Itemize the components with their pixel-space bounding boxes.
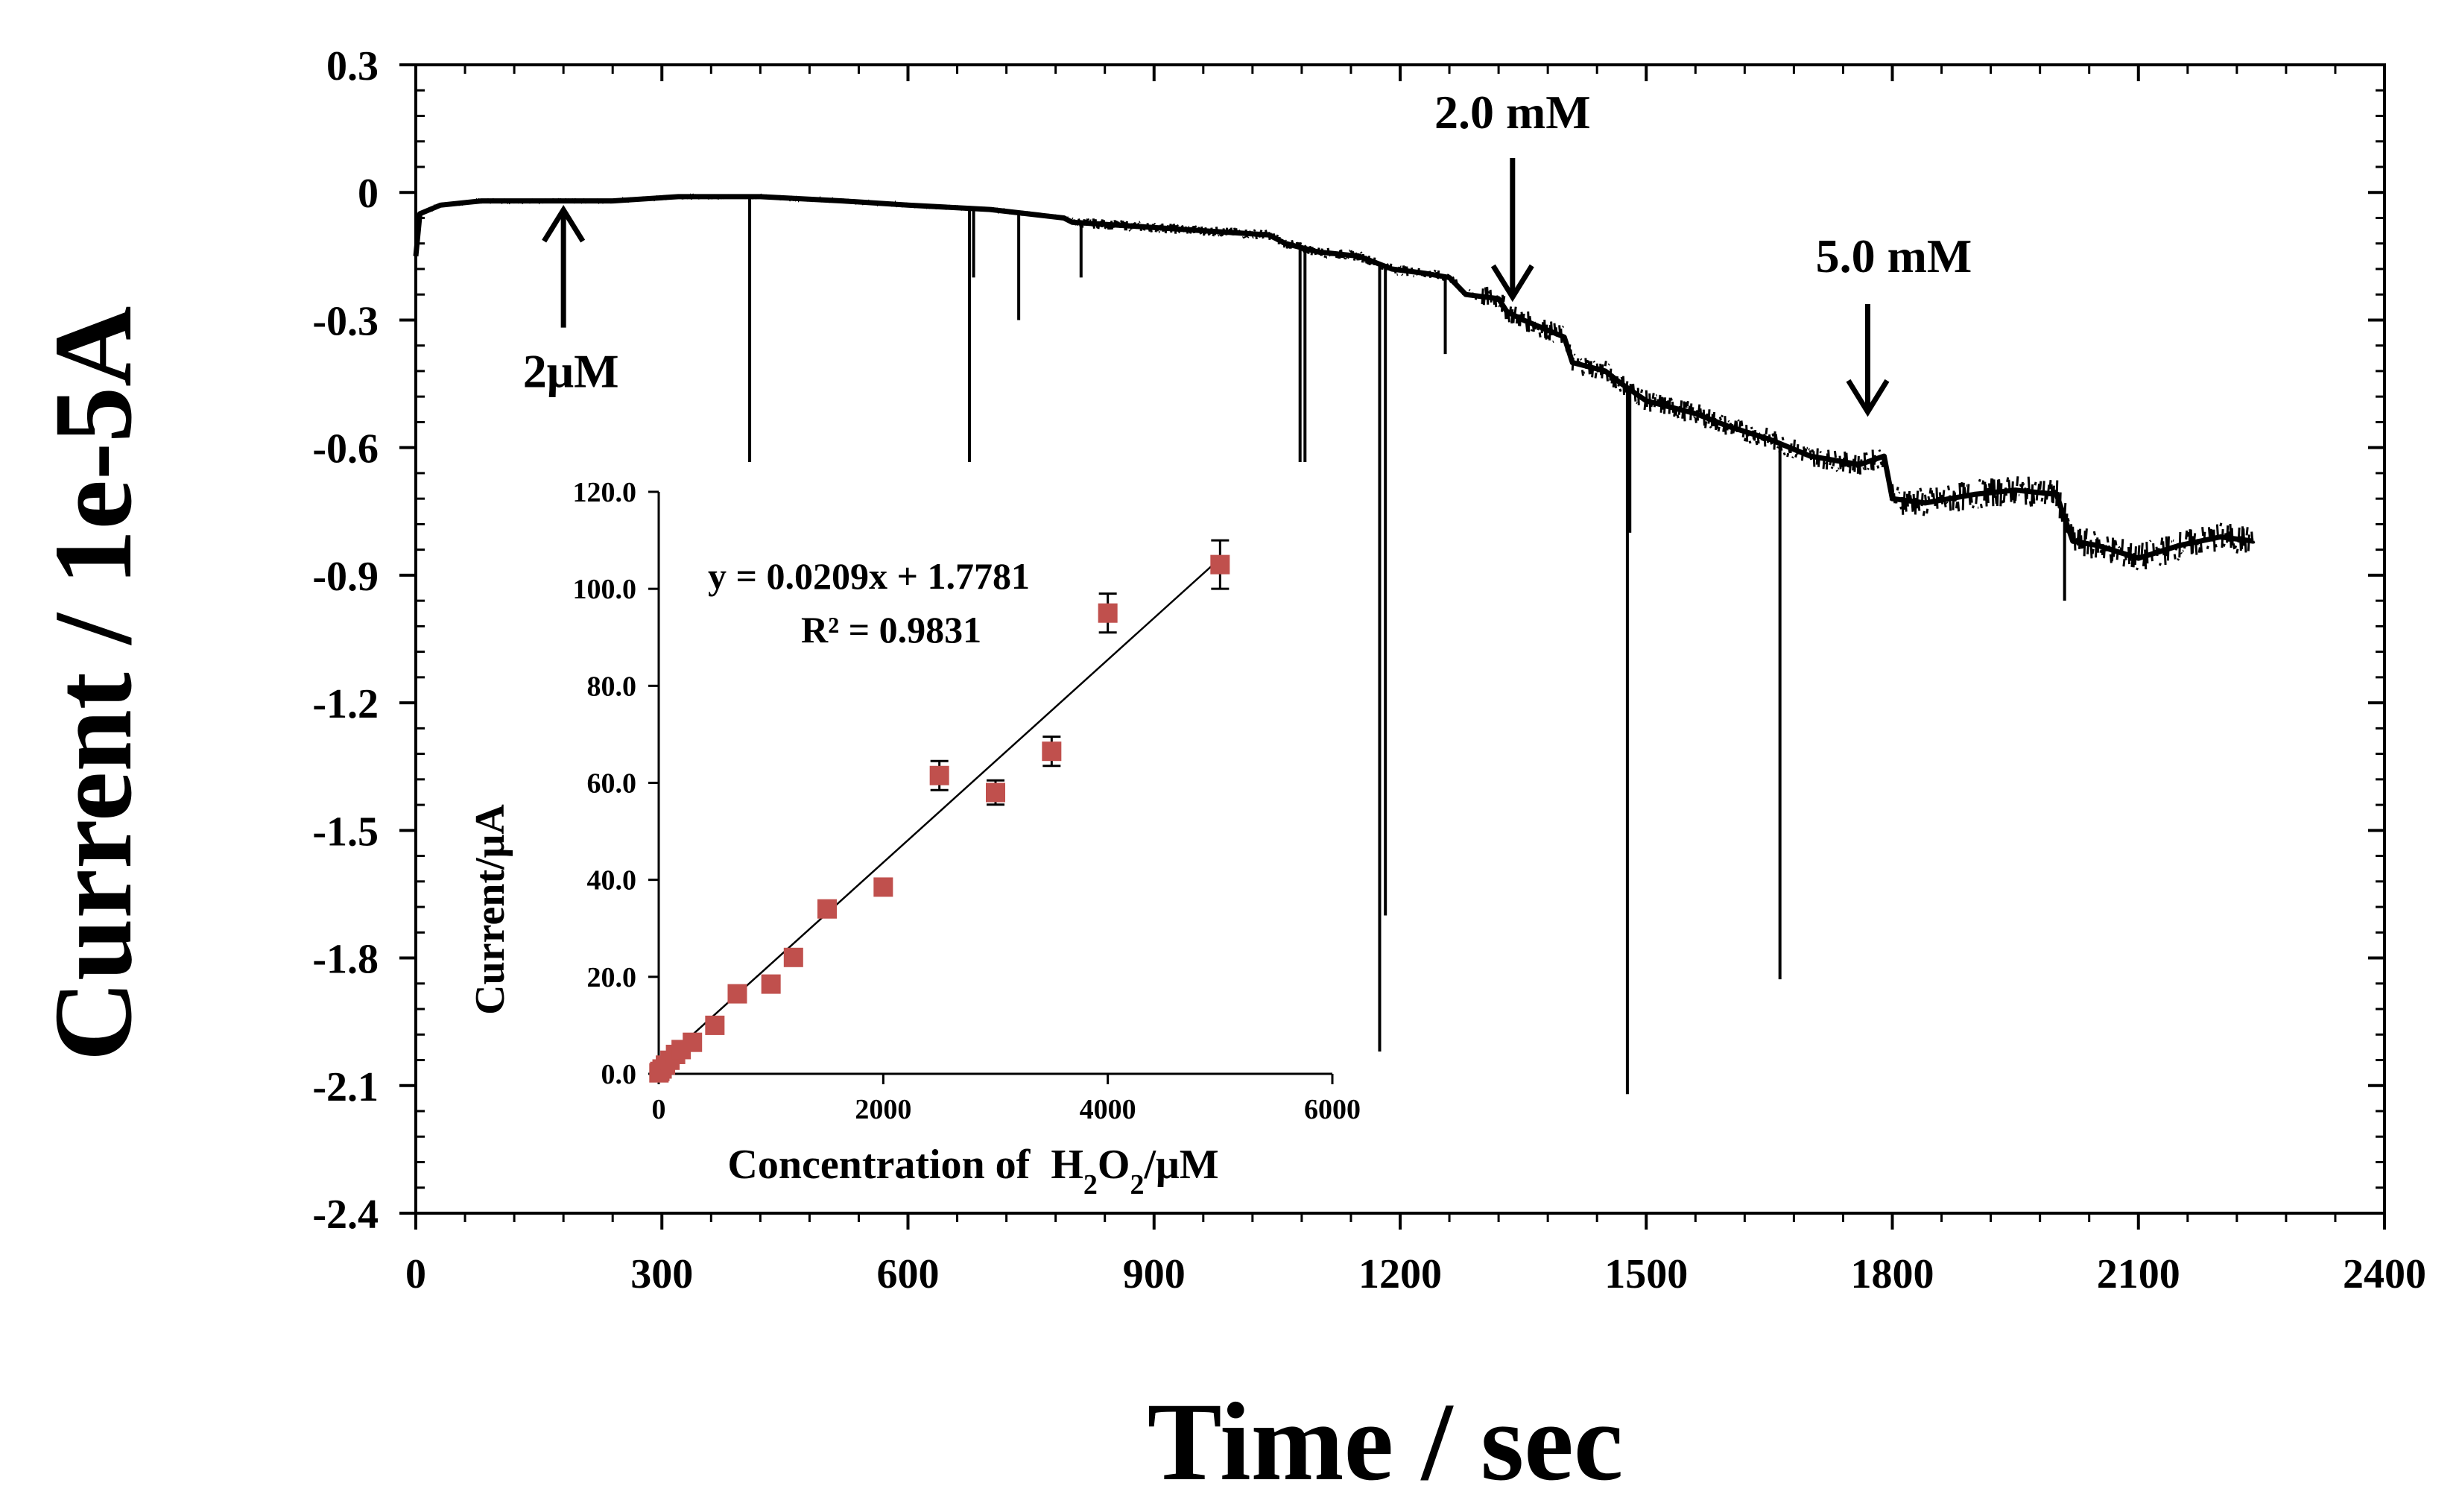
current-trace-noise xyxy=(415,193,2256,571)
inset-y-tick-label: 60.0 xyxy=(587,768,637,800)
arrow-5mm-head xyxy=(1846,379,1890,417)
x-tick-label: 1800 xyxy=(1851,1251,1934,1297)
inset-data-points xyxy=(649,554,1230,1083)
inset-x-tick-label: 0 xyxy=(652,1094,666,1125)
inset-y-tick-label: 40.0 xyxy=(587,865,637,896)
current-spikes xyxy=(748,196,2068,1095)
x-tick-label: 900 xyxy=(1123,1251,1186,1297)
inset-x-axis-title: Concentration of H2O2/μM xyxy=(727,1142,1218,1201)
inset-data-point xyxy=(986,782,1005,803)
x-tick-label: 600 xyxy=(877,1251,940,1297)
subscript: 2 xyxy=(1083,1169,1098,1201)
x-tick-label: 300 xyxy=(630,1251,693,1297)
inset-data-point xyxy=(705,1015,725,1035)
y-tick-label: -0.6 xyxy=(312,426,379,472)
inset-data-point xyxy=(1098,603,1118,623)
y-tick-label: -2.1 xyxy=(312,1064,379,1110)
injection-annotations: 2μM 2.0 mM 5.0 mM xyxy=(523,86,1972,417)
arrow-2mm-head xyxy=(1490,264,1534,303)
inset-data-point xyxy=(783,947,803,967)
y-tick-label: -0.9 xyxy=(312,554,379,600)
inset-trendline xyxy=(658,557,1221,1066)
label-text: /μM xyxy=(1143,1142,1218,1188)
inset-y-axis-title: Current/μA xyxy=(467,804,513,1015)
main-axis-ticks xyxy=(399,63,2386,1230)
inset-data-point xyxy=(1042,741,1062,762)
inset-y-tick-label: 0.0 xyxy=(601,1059,637,1090)
label-text: Concentration of xyxy=(727,1142,1051,1188)
formula-letter: H xyxy=(1051,1142,1083,1188)
arrow-2um-head xyxy=(542,204,586,243)
inset-data-point xyxy=(1210,554,1230,575)
annotation-2mm-label: 2.0 mM xyxy=(1434,86,1591,139)
inset-data-point xyxy=(761,974,781,994)
x-tick-label: 2400 xyxy=(2343,1251,2426,1297)
y-tick-label: -0.3 xyxy=(312,298,379,344)
annotation-2um-label: 2μM xyxy=(523,345,619,398)
y-tick-label: -2.4 xyxy=(312,1192,379,1238)
y-tick-label: -1.8 xyxy=(312,937,379,983)
inset-data-point xyxy=(929,765,949,785)
x-tick-label: 0 xyxy=(405,1251,426,1297)
y-tick-label: 0 xyxy=(358,171,379,217)
main-x-axis-title: Time / sec xyxy=(1148,1380,1624,1504)
inset-data-point xyxy=(873,877,893,897)
inset-data-point xyxy=(817,899,837,919)
subscript: 2 xyxy=(1130,1169,1144,1201)
inset-x-tick-label: 4000 xyxy=(1080,1094,1136,1125)
inset-background xyxy=(487,462,1377,1178)
inset-r-squared: R² = 0.9831 xyxy=(801,609,981,651)
trace-noise-path xyxy=(415,193,2256,571)
inset-axes xyxy=(648,490,1334,1084)
inset-tick-labels: 0.0 20.0 40.0 60.0 80.0 100.0 120.0 0 2000 4000 60… xyxy=(573,477,1361,1125)
y-tick-label: -1.5 xyxy=(312,809,379,855)
inset-data-point xyxy=(727,984,747,1004)
inset-y-tick-label: 120.0 xyxy=(573,477,637,508)
annotation-5mm-label: 5.0 mM xyxy=(1816,230,1972,282)
inset-y-tick-label: 80.0 xyxy=(587,671,637,702)
y-tick-label: 0.3 xyxy=(326,43,379,89)
main-tick-labels: 0 300 600 900 1200 1500 1800 2100 2400 0.3 0 -0.3 -0… xyxy=(312,43,2426,1297)
inset-y-tick-label: 20.0 xyxy=(587,962,637,993)
formula-letter: O xyxy=(1098,1142,1130,1188)
x-tick-label: 1500 xyxy=(1604,1251,1688,1297)
y-tick-label: -1.2 xyxy=(312,681,379,727)
main-y-axis-title: Current / 1e-5A xyxy=(31,306,155,1062)
inset-x-tick-label: 6000 xyxy=(1304,1094,1361,1125)
inset-fit-equation: y = 0.0209x + 1.7781 xyxy=(708,555,1030,597)
x-tick-label: 1200 xyxy=(1358,1251,1442,1297)
inset-y-tick-label: 100.0 xyxy=(573,574,637,605)
inset-data-point xyxy=(683,1032,703,1052)
inset-x-tick-label: 2000 xyxy=(855,1094,911,1125)
x-tick-label: 2100 xyxy=(2097,1251,2180,1297)
